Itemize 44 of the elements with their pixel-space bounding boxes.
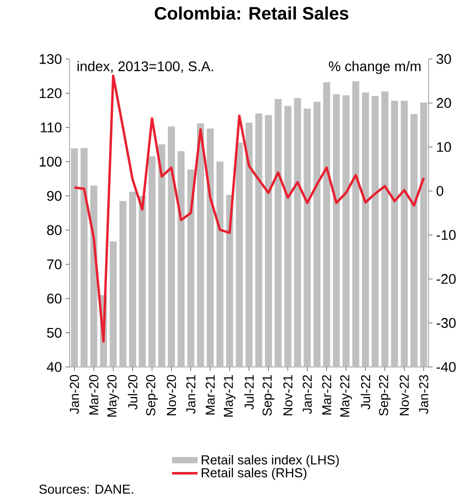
x-tick-label: May-22 <box>340 375 352 417</box>
x-tick-label: Jan-23 <box>419 375 428 414</box>
y-tick-label: 100 <box>40 156 62 167</box>
y-tick-label: 90 <box>47 190 62 201</box>
x-tick-label: May-20 <box>108 375 120 417</box>
source-note: Sources: DANE. <box>40 484 134 494</box>
legend-label: Retail sales (RHS) <box>202 468 307 480</box>
y-tick-label: 80 <box>47 225 62 236</box>
x-tick-label: Nov-20 <box>167 375 176 416</box>
y2-tick-label: -30 <box>436 318 456 328</box>
y-tick-label: 120 <box>40 88 62 98</box>
x-tick-label: Nov-22 <box>400 375 410 416</box>
x-tick-label: May-21 <box>224 375 236 417</box>
y2-tick-label: 0 <box>436 186 444 196</box>
y2-tick-label: -20 <box>436 274 456 284</box>
x-tick-label: Jul-20 <box>128 375 138 410</box>
y-tick-label: 110 <box>41 122 62 132</box>
y-tick-label: 40 <box>47 362 62 372</box>
x-tick-label: Nov-21 <box>283 375 293 416</box>
y2-tick-label: -40 <box>436 362 456 372</box>
y-tick-label: 70 <box>47 259 62 270</box>
x-tick-label: Jul-22 <box>360 375 370 410</box>
y2-tick-label: 30 <box>436 54 452 64</box>
x-tick-label: Mar-22 <box>322 375 332 414</box>
x-tick-label: Jan-22 <box>302 375 312 414</box>
x-tick-label: Mar-21 <box>206 375 216 414</box>
x-tick-label: Jan-20 <box>70 375 80 414</box>
chart-title: Colombia: Retail Sales <box>155 6 349 20</box>
y-axis-title: index, 2013=100, S.A. <box>78 60 214 73</box>
y-tick-label: 60 <box>47 294 62 304</box>
legend-label: Retail sales index (LHS) <box>202 454 340 468</box>
x-tick-label: Sep-21 <box>262 375 275 416</box>
x-tick-label: Sep-22 <box>379 375 391 416</box>
y-tick-label: 130 <box>40 54 62 64</box>
y2-axis-title: % change m/m <box>329 60 421 74</box>
x-tick-label: Jan-21 <box>186 375 196 414</box>
line-series <box>73 74 426 343</box>
y2-tick-label: -10 <box>436 230 456 240</box>
x-tick-label: Sep-20 <box>146 375 158 416</box>
y-tick-label: 50 <box>47 328 62 338</box>
x-tick-label: Mar-20 <box>89 375 99 414</box>
x-tick-label: Jul-21 <box>244 375 254 410</box>
y2-tick-label: 10 <box>437 142 452 152</box>
y2-tick-label: 20 <box>436 98 452 108</box>
